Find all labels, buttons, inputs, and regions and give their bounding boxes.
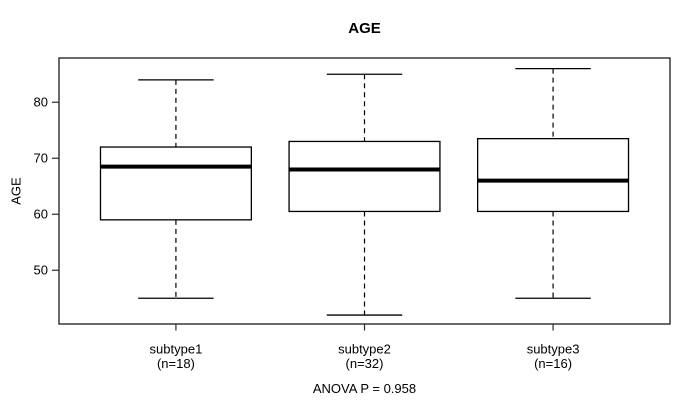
box-iqr xyxy=(476,137,630,213)
y-tick-label: 80 xyxy=(34,95,48,110)
anova-annotation: ANOVA P = 0.958 xyxy=(312,381,417,396)
y-tick-label: 60 xyxy=(34,207,48,222)
box-iqr xyxy=(288,140,441,213)
x-category-sublabel: (n=18) xyxy=(157,356,195,371)
x-category-label: subtype3 xyxy=(527,342,580,357)
x-category-label: subtype2 xyxy=(338,342,391,357)
x-category-sublabel: (n=32) xyxy=(346,356,384,371)
x-category-label: subtype1 xyxy=(150,342,203,357)
y-tick-label: 50 xyxy=(34,263,48,278)
x-category-sublabel: (n=16) xyxy=(534,356,572,371)
box-iqr xyxy=(99,146,253,221)
y-tick-label: 70 xyxy=(34,151,48,166)
y-axis-label: AGE xyxy=(8,177,24,205)
chart-title: AGE xyxy=(348,20,381,37)
